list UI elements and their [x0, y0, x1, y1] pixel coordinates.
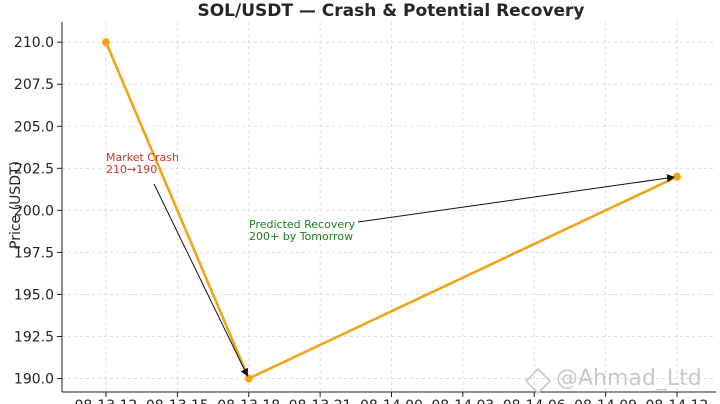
y-tick-label: 202.5	[14, 161, 54, 177]
y-tick-label: 200.0	[14, 203, 54, 219]
x-tick-label: 08-13 21	[289, 398, 352, 404]
data-point	[102, 38, 110, 47]
x-tick-label: 08-13 18	[217, 398, 280, 404]
y-tick-label: 205.0	[14, 119, 54, 135]
x-tick-label: 08-14 09	[574, 398, 637, 404]
chart-title: SOL/USDT — Crash & Potential Recovery	[197, 1, 584, 21]
data-point	[673, 172, 681, 181]
watermark-logo-icon	[524, 367, 552, 395]
y-tick-label: 190.0	[14, 372, 54, 388]
watermark-text: @Ahmad_Ltd	[556, 366, 702, 391]
x-tick-label: 08-13 15	[146, 398, 209, 404]
x-tick-label: 08-13 12	[75, 398, 138, 404]
data-point	[244, 374, 253, 383]
y-tick-label: 210.0	[14, 35, 54, 51]
annotation-text: Predicted Recovery	[249, 218, 356, 231]
x-axis-ticks: 08-13 12 08-13 15 08-13 18 08-13 21 08-14 00…	[75, 392, 709, 404]
y-tick-label: 192.5	[14, 330, 54, 346]
axes	[61, 22, 716, 393]
y-axis-label: Price (USDT)	[8, 161, 24, 249]
y-tick-label: 195.0	[14, 287, 54, 303]
x-tick-label: 08-14 12	[646, 398, 709, 404]
annotation-text: Market Crash	[106, 151, 179, 164]
grid	[62, 22, 716, 392]
x-tick-label: 08-14 06	[503, 398, 566, 404]
y-axis-ticks: 190.0 192.5 195.0 197.5 200.0 202.5 205.0 207.5…	[14, 35, 62, 388]
x-tick-label: 08-14 03	[431, 398, 494, 404]
annotation-arrow	[357, 174, 676, 223]
annotation-text: 200+ by Tomorrow	[249, 230, 353, 243]
annotation-text: 210→190	[106, 163, 157, 176]
watermark-diamond	[524, 367, 552, 395]
y-tick-label: 207.5	[14, 77, 54, 93]
annotation-arrow	[153, 183, 248, 377]
x-tick-label: 08-14 00	[360, 398, 423, 404]
y-tick-label: 197.5	[14, 245, 54, 261]
